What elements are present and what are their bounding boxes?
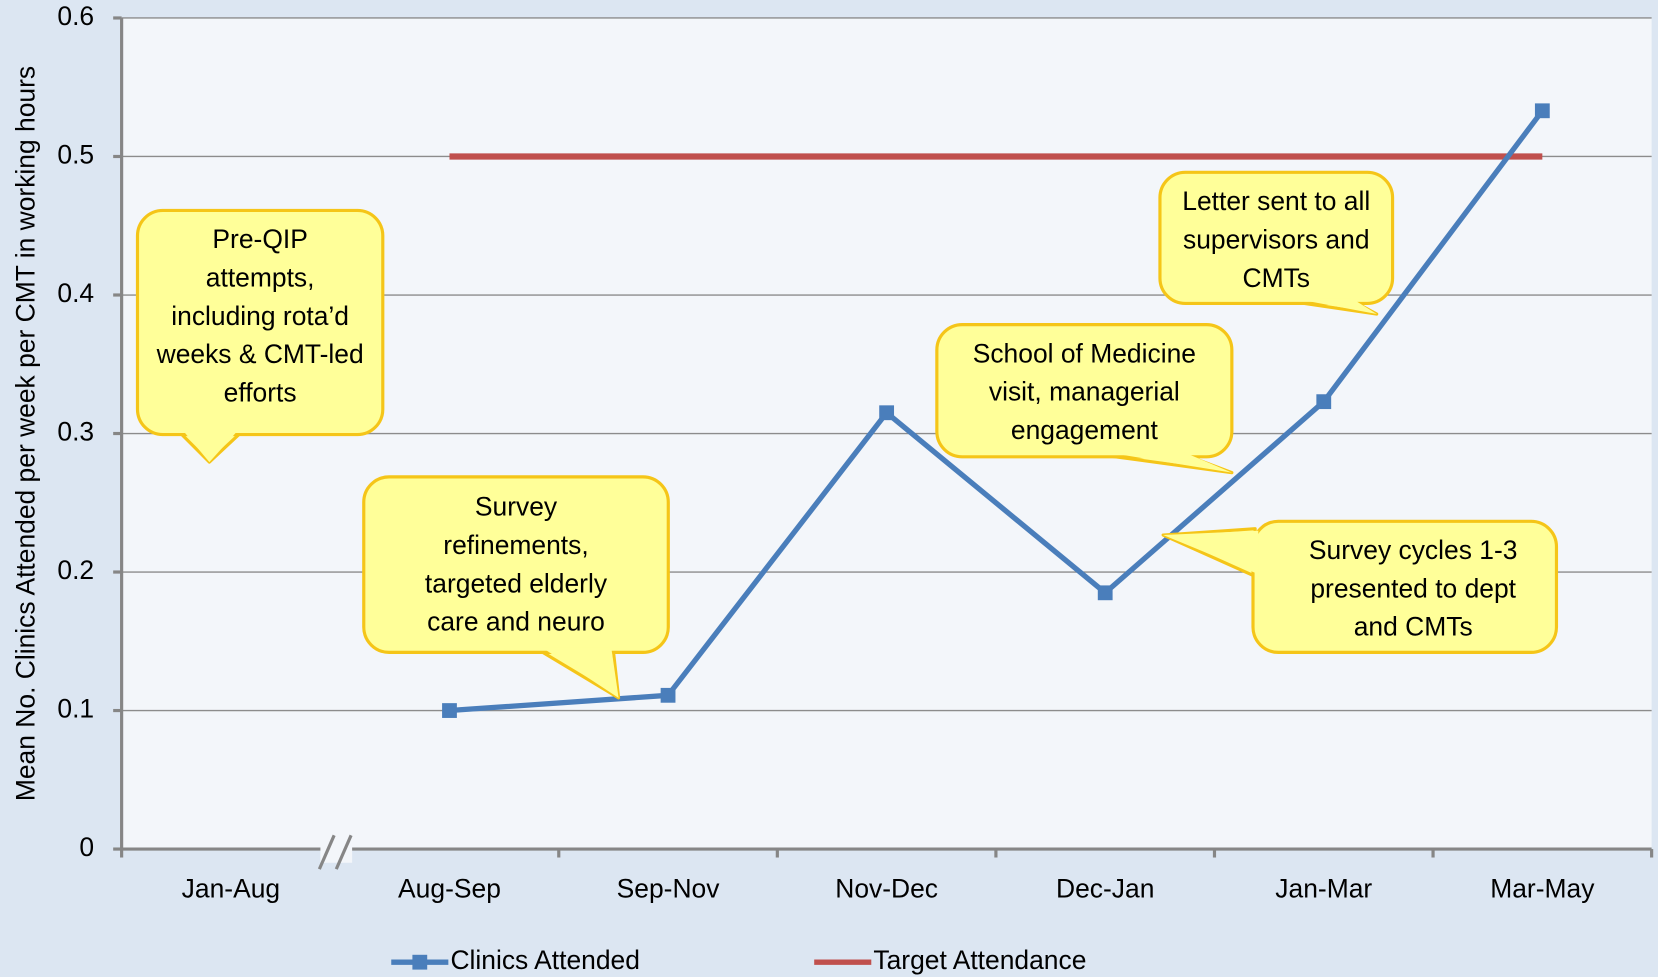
- y-axis-label: Mean No. Clinics Attended per week per C…: [11, 66, 41, 801]
- annotation: efforts: [224, 378, 297, 408]
- legend-label: Clinics Attended: [450, 945, 639, 975]
- legend-label: Target Attendance: [873, 945, 1086, 975]
- y-tick-label: 0.6: [57, 1, 94, 31]
- annotation: engagement: [1011, 415, 1159, 445]
- x-tick-label: Jan-Mar: [1275, 873, 1372, 903]
- callout-pointer-fill: [181, 429, 239, 463]
- annotation: targeted elderly: [425, 568, 608, 598]
- y-tick-label: 0.3: [57, 417, 94, 447]
- annotation: including rota’d: [171, 301, 349, 331]
- x-tick-label: Aug-Sep: [398, 873, 501, 903]
- annotation: Letter sent to all: [1182, 186, 1370, 216]
- x-tick-label: Sep-Nov: [617, 873, 721, 903]
- annotation: Pre-QIP: [212, 224, 307, 254]
- callout-pointer-fill: [1163, 530, 1259, 575]
- axis-break: [334, 834, 353, 870]
- point-marker: [879, 405, 895, 421]
- legend-marker: [412, 954, 428, 970]
- x-tick-label: Jan-Aug: [182, 873, 280, 903]
- annotation: visit, managerial: [989, 377, 1180, 407]
- point-marker: [1534, 103, 1550, 119]
- annotation: attempts,: [206, 262, 315, 292]
- y-tick-label: 0.2: [57, 555, 94, 585]
- callout-box: [935, 323, 1234, 459]
- annotation: supervisors and: [1183, 224, 1370, 254]
- annotation: CMTs: [1243, 263, 1311, 293]
- annotation: presented to dept: [1310, 573, 1516, 603]
- annotation: and CMTs: [1354, 612, 1473, 642]
- y-tick-label: 0.5: [57, 139, 94, 169]
- x-tick-label: Nov-Dec: [835, 873, 938, 903]
- y-tick-label: 0: [79, 832, 94, 862]
- callout-box: [1251, 519, 1559, 654]
- point-marker: [1316, 394, 1332, 410]
- callout-pointer-fill: [541, 647, 619, 698]
- annotation: Survey cycles 1-3: [1309, 535, 1518, 565]
- callout-box: [362, 475, 670, 654]
- point-marker: [442, 703, 457, 718]
- point-marker: [1097, 585, 1113, 601]
- callout-pointer-fill: [1292, 298, 1377, 315]
- annotation: care and neuro: [427, 607, 605, 637]
- annotation: refinements,: [443, 530, 588, 560]
- y-tick-label: 0.1: [57, 694, 94, 724]
- annotation: Survey: [475, 492, 558, 522]
- axis-break: [317, 834, 336, 870]
- annotation: weeks & CMT-led: [156, 339, 364, 369]
- annotation: School of Medicine: [973, 338, 1196, 368]
- callout-box: [135, 208, 385, 437]
- point-marker: [660, 687, 676, 703]
- x-tick-label: Dec-Jan: [1056, 873, 1154, 903]
- series-line: [449, 109, 1545, 714]
- callout-box: [1158, 170, 1395, 306]
- y-tick-label: 0.4: [57, 278, 94, 308]
- x-tick-label: Mar-May: [1490, 873, 1595, 903]
